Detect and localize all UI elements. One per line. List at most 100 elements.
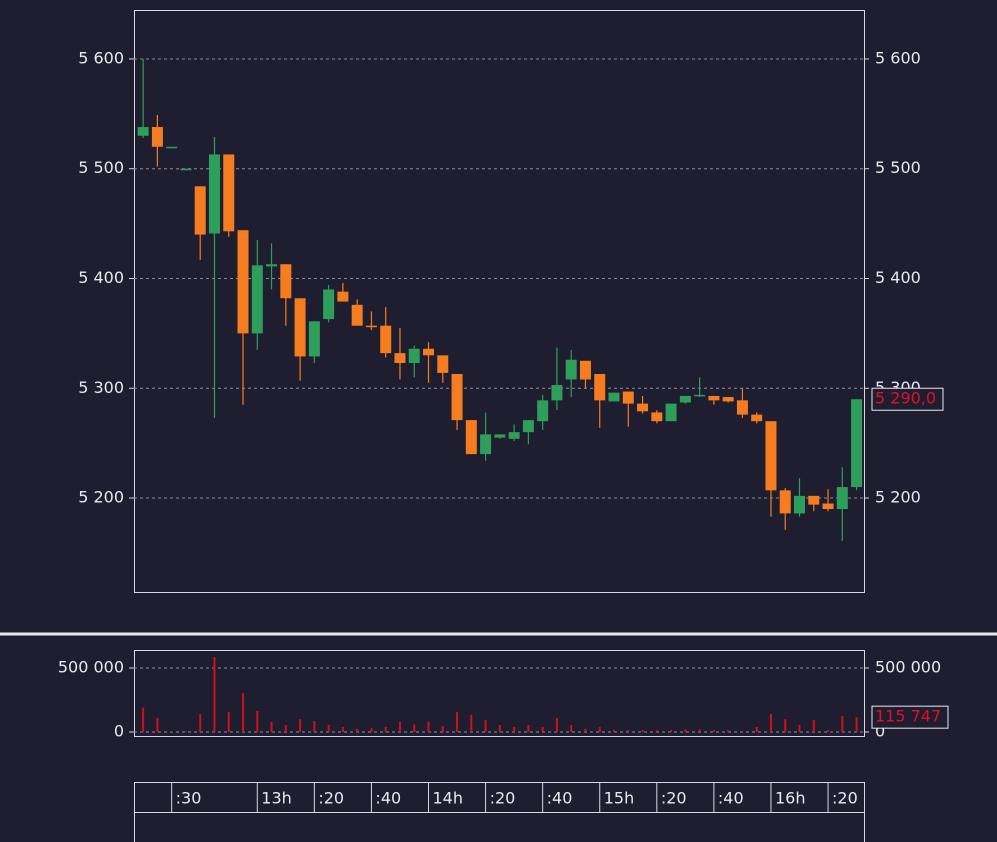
y2-tick-label: 500 000 [875, 658, 941, 677]
x-tick-label: :20 [661, 789, 687, 808]
volume-bar [313, 721, 316, 732]
volume-bar [798, 724, 801, 732]
volume-bar [655, 730, 658, 732]
y2-tick-label: 0 [875, 722, 885, 741]
volume-bar [156, 717, 159, 732]
volume-bar [142, 707, 145, 732]
volume-bar [698, 729, 701, 732]
volume-bar [456, 712, 459, 732]
y2-tick-label: 5 200 [875, 488, 921, 507]
x-tick-label: :40 [718, 789, 744, 808]
volume-bar [670, 730, 673, 732]
candle-body [266, 264, 278, 267]
volume-bar [227, 712, 230, 732]
candle-body [508, 432, 520, 439]
candle-body [380, 325, 392, 354]
volume-bar [727, 730, 730, 732]
volume-bar [784, 719, 787, 732]
candle-body [251, 265, 263, 334]
x-tick-label: :20 [490, 789, 516, 808]
volume-bar [498, 724, 501, 732]
candle-body [408, 348, 420, 364]
y-tick-label: 5 400 [78, 268, 124, 287]
candle-body [294, 298, 306, 357]
volume-bar [299, 719, 302, 732]
x-tick-label: 15h [604, 789, 635, 808]
candle-body [622, 391, 634, 404]
volume-bar [213, 656, 216, 732]
volume-bar [398, 721, 401, 732]
candle-body [451, 373, 463, 421]
candle-body [694, 394, 706, 397]
candle-body [351, 304, 363, 326]
candle-body [166, 146, 178, 149]
candle-body [537, 400, 549, 422]
y2-tick-label: 5 500 [875, 158, 921, 177]
volume-bar [284, 724, 287, 732]
volume-bar [341, 726, 344, 732]
last-value-label: 115 747 [875, 707, 941, 726]
volume-bar [755, 726, 758, 732]
volume-bar [413, 724, 416, 732]
volume-bar [827, 730, 830, 732]
candle-body [736, 400, 748, 415]
volume-bar [741, 730, 744, 732]
candle-body [565, 359, 577, 380]
candle-body [365, 325, 377, 328]
volume-bar [555, 717, 558, 732]
candle-body [437, 355, 449, 373]
y-tick-label: 5 600 [78, 48, 124, 67]
candle-body [751, 414, 763, 422]
candle-body [779, 490, 791, 514]
candle-body [594, 373, 606, 401]
volume-bar [570, 724, 573, 732]
y-tick-label: 0 [114, 722, 124, 741]
last-value-label: 5 290,0 [875, 389, 936, 408]
candle-body [465, 420, 477, 455]
x-tick-label: :20 [832, 789, 858, 808]
volume-bar [812, 719, 815, 732]
x-tick-label: :30 [176, 789, 202, 808]
candle-body [480, 434, 492, 455]
candle-body [394, 353, 406, 364]
candle-body [208, 154, 220, 234]
volume-bar [712, 730, 715, 732]
volume-bar [841, 716, 844, 732]
volume-bar [256, 710, 259, 732]
volume-bar [641, 730, 644, 732]
volume-bar [513, 726, 516, 732]
volume-bar [855, 717, 858, 732]
candle-body [194, 186, 206, 235]
volume-bar [769, 714, 772, 732]
candle-body [722, 397, 734, 402]
y-tick-label: 5 300 [78, 378, 124, 397]
candle-body [551, 384, 563, 401]
volume-bar [527, 724, 530, 732]
candle-body [237, 230, 249, 334]
last-value-box [871, 387, 944, 411]
volume-bar [541, 726, 544, 732]
volume-bar [470, 714, 473, 732]
y2-tick-label: 5 400 [875, 268, 921, 287]
candle-body [180, 168, 192, 171]
volume-bar [613, 730, 616, 732]
volume-bar [270, 721, 273, 732]
candle-body [151, 127, 163, 147]
volume-bar [441, 726, 444, 732]
candle-body [323, 289, 335, 320]
candle-body [822, 503, 834, 510]
volume-bar [684, 729, 687, 732]
volume-bar [199, 714, 202, 732]
y-tick-label: 5 200 [78, 488, 124, 507]
volume-bar [184, 731, 187, 732]
volume-bar [627, 730, 630, 732]
candle-body [794, 495, 806, 514]
x-tick-label: :20 [318, 789, 344, 808]
candle-body [280, 264, 292, 299]
volume-bar [484, 719, 487, 732]
candle-body [137, 127, 149, 136]
candle-body [651, 412, 663, 422]
candle-body [522, 420, 534, 433]
candle-body [679, 395, 691, 403]
volume-bar [584, 728, 587, 732]
